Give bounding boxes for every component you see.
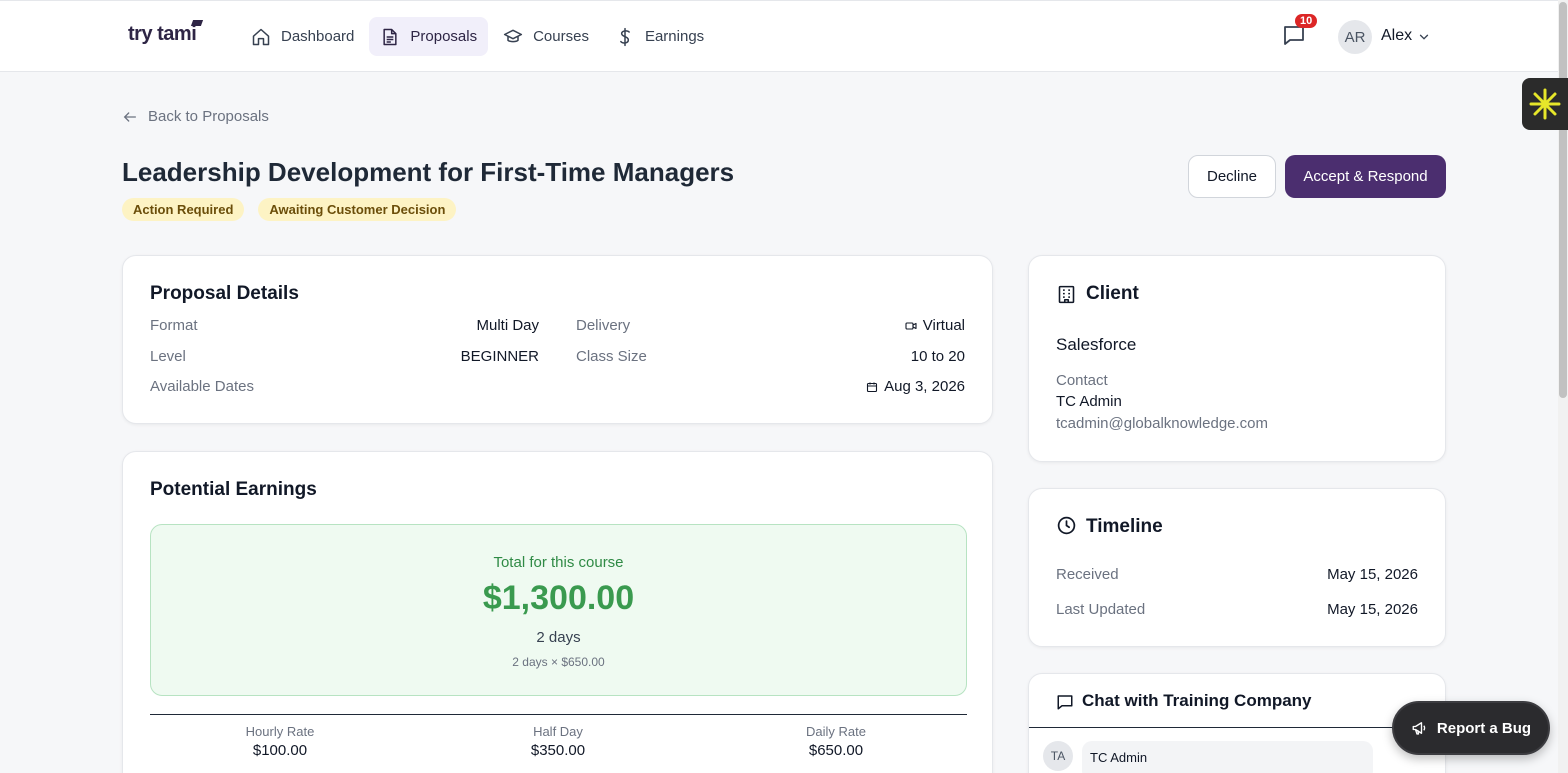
format-label: Format: [150, 317, 198, 334]
contact-name: TC Admin: [1056, 393, 1122, 410]
graduation-cap-icon: [503, 27, 523, 47]
last-updated-value: May 15, 2026: [1327, 601, 1418, 618]
home-icon: [251, 27, 271, 47]
sparkle-icon: [1528, 87, 1562, 121]
nav-courses-label: Courses: [533, 28, 589, 45]
contact-email[interactable]: tcadmin@globalknowledge.com: [1056, 415, 1268, 432]
earnings-total-box: Total for this course $1,300.00 2 days 2…: [150, 524, 967, 696]
potential-earnings-title: Potential Earnings: [150, 479, 317, 501]
chevron-down-icon[interactable]: [1417, 30, 1431, 44]
side-widget-button[interactable]: [1522, 78, 1568, 130]
last-updated-label: Last Updated: [1056, 601, 1145, 618]
dollar-icon: [615, 27, 635, 47]
nav-earnings[interactable]: Earnings: [604, 17, 715, 56]
megaphone-icon: [1411, 719, 1429, 737]
top-navigation-bar: try tami Dashboard Proposals Courses Ear…: [0, 0, 1558, 72]
chat-sender-name: TC Admin: [1090, 750, 1147, 765]
logo-cap-mark: [191, 20, 203, 26]
potential-earnings-card: Potential Earnings Total for this course…: [122, 451, 993, 773]
client-card: Client Salesforce Contact TC Admin tcadm…: [1028, 255, 1446, 462]
hourly-rate: Hourly Rate $100.00: [180, 724, 380, 759]
calendar-icon: [866, 381, 878, 393]
main-nav: Dashboard Proposals Courses Earnings: [240, 17, 715, 56]
back-link-label: Back to Proposals: [148, 108, 269, 125]
hourly-rate-value: $100.00: [180, 742, 380, 759]
daily-rate: Daily Rate $650.00: [736, 724, 936, 759]
scrollbar-thumb[interactable]: [1559, 2, 1567, 398]
timeline-title: Timeline: [1086, 516, 1163, 538]
building-icon: [1056, 284, 1077, 305]
document-icon: [380, 27, 400, 47]
nav-proposals-label: Proposals: [410, 28, 477, 45]
status-badge-awaiting-decision: Awaiting Customer Decision: [258, 198, 456, 221]
proposal-details-title: Proposal Details: [150, 283, 299, 305]
accept-respond-button[interactable]: Accept & Respond: [1285, 155, 1446, 198]
proposal-details-card: Proposal Details Format Multi Day Delive…: [122, 255, 993, 424]
class-size-label: Class Size: [576, 348, 647, 365]
notifications-button[interactable]: 10: [1282, 23, 1310, 51]
format-value: Multi Day: [476, 317, 539, 334]
level-value: BEGINNER: [461, 348, 539, 365]
app-logo[interactable]: try tami: [128, 23, 196, 46]
half-day-rate: Half Day $350.00: [458, 724, 658, 759]
arrow-left-icon: [122, 109, 138, 125]
clock-icon: [1056, 515, 1077, 536]
earnings-total-label: Total for this course: [151, 554, 966, 571]
class-size-value: 10 to 20: [911, 348, 965, 365]
status-badge-action-required: Action Required: [122, 198, 244, 221]
chat-bubble-icon: [1056, 693, 1074, 711]
status-tags: Action Required Awaiting Customer Decisi…: [122, 198, 456, 221]
level-label: Level: [150, 348, 186, 365]
notification-count-badge: 10: [1295, 14, 1317, 28]
nav-courses[interactable]: Courses: [492, 17, 600, 56]
hourly-rate-label: Hourly Rate: [180, 724, 380, 739]
received-label: Received: [1056, 566, 1119, 583]
chat-title: Chat with Training Company: [1082, 691, 1312, 711]
contact-label: Contact: [1056, 372, 1108, 389]
earnings-calculation: 2 days × $650.00: [151, 655, 966, 669]
chat-message-bubble: TC Admin: [1082, 741, 1373, 773]
delivery-label: Delivery: [576, 317, 630, 334]
daily-rate-label: Daily Rate: [736, 724, 936, 739]
timeline-card: Timeline Received May 15, 2026 Last Upda…: [1028, 488, 1446, 647]
client-title: Client: [1086, 283, 1139, 305]
client-company: Salesforce: [1056, 335, 1136, 355]
chat-sender-avatar: TA: [1043, 741, 1073, 771]
half-day-rate-value: $350.00: [458, 742, 658, 759]
nav-earnings-label: Earnings: [645, 28, 704, 45]
nav-proposals[interactable]: Proposals: [369, 17, 488, 56]
available-dates-label: Available Dates: [150, 378, 254, 395]
delivery-value: Virtual: [905, 317, 965, 334]
report-bug-label: Report a Bug: [1437, 720, 1531, 737]
decline-button[interactable]: Decline: [1188, 155, 1276, 198]
nav-dashboard[interactable]: Dashboard: [240, 17, 365, 56]
page-title: Leadership Development for First-Time Ma…: [122, 157, 734, 188]
user-avatar[interactable]: AR: [1338, 20, 1372, 54]
chat-card: Chat with Training Company TA TC Admin: [1028, 673, 1446, 773]
earnings-divider: [150, 714, 967, 715]
earnings-total-value: $1,300.00: [151, 579, 966, 618]
received-value: May 15, 2026: [1327, 566, 1418, 583]
chat-divider: [1029, 727, 1445, 728]
available-dates-value: Aug 3, 2026: [866, 378, 965, 395]
video-icon: [905, 320, 917, 332]
daily-rate-value: $650.00: [736, 742, 936, 759]
user-name[interactable]: Alex: [1381, 27, 1412, 45]
half-day-rate-label: Half Day: [458, 724, 658, 739]
back-to-proposals-link[interactable]: Back to Proposals: [122, 108, 269, 125]
report-bug-button[interactable]: Report a Bug: [1392, 701, 1550, 755]
earnings-days: 2 days: [151, 629, 966, 646]
nav-dashboard-label: Dashboard: [281, 28, 354, 45]
